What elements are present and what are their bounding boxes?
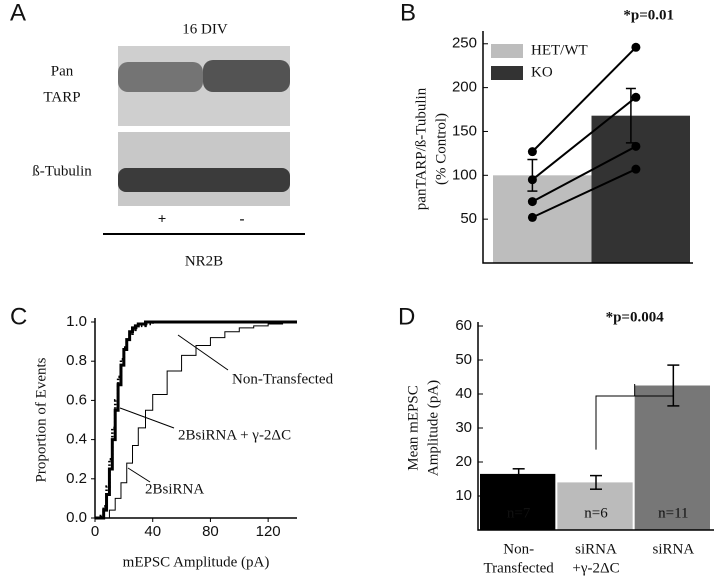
panel-letter: A — [10, 0, 26, 26]
y-axis-label: Proportion of Events — [33, 357, 49, 482]
cdf-line — [95, 320, 297, 520]
x-axis-label: NR2B — [185, 253, 223, 269]
n-label: n=7 — [507, 505, 531, 521]
series-label: Non-Transfected — [232, 371, 334, 387]
y-tick-label: 30 — [455, 419, 472, 436]
legend-label: KO — [531, 64, 553, 80]
legend-swatch — [491, 66, 523, 80]
data-point — [527, 212, 537, 222]
y-tick-label: 10 — [455, 487, 472, 504]
y-tick-label: 50 — [460, 210, 477, 227]
y-tick-label: 200 — [452, 79, 477, 96]
lane-label: + — [158, 211, 167, 227]
x-tick-label: Transfected — [484, 560, 555, 576]
annotation: *p=0.004 — [606, 309, 665, 325]
pair-line — [531, 46, 637, 153]
axis — [482, 31, 693, 264]
y-tick-label: 150 — [452, 122, 477, 139]
blot-image — [103, 46, 305, 235]
n-label: n=11 — [658, 505, 688, 521]
y-axis-label: Amplitude (pA) — [425, 380, 441, 476]
pair-line — [531, 168, 637, 219]
blot-title: 16 DIV — [182, 21, 228, 37]
bar — [634, 385, 710, 530]
annotation: *p=0.01 — [623, 7, 674, 23]
legend-swatch — [491, 44, 523, 58]
x-tick-label: siRNA — [575, 541, 617, 557]
y-tick-label: 60 — [455, 317, 472, 334]
data-point — [527, 197, 537, 207]
axis — [477, 322, 714, 531]
x-tick-label: 0 — [91, 523, 99, 540]
panel-letter: B — [400, 0, 416, 26]
lane-label: - — [240, 211, 245, 227]
x-tick-label: 40 — [144, 523, 161, 540]
y-tick-label: 50 — [455, 351, 472, 368]
x-tick-label: Non- — [503, 541, 534, 557]
row-label: ß-Tubulin — [32, 163, 92, 179]
data-point — [631, 141, 641, 151]
y-tick-label: 0.2 — [66, 470, 87, 487]
y-tick-label: 0.4 — [66, 431, 87, 448]
series-label: 2BsiRNA + γ-2ΔC — [178, 427, 291, 443]
y-tick-label: 250 — [452, 35, 477, 52]
label-leader — [127, 467, 151, 483]
y-axis-label: panTARP/ß-Tubulin — [413, 87, 429, 210]
data-point — [631, 42, 641, 52]
row-label: Pan — [51, 63, 74, 79]
label-leader — [177, 334, 229, 371]
y-axis-label: (% Control) — [433, 113, 449, 185]
bar — [557, 482, 633, 530]
y-tick-label: 0.0 — [66, 509, 87, 526]
x-axis-label: mEPSC Amplitude (pA) — [123, 554, 270, 570]
x-tick-label: 80 — [202, 523, 219, 540]
pair-line — [531, 96, 637, 181]
bar — [493, 175, 592, 263]
x-tick-label: 120 — [256, 523, 281, 540]
y-tick-label: 40 — [455, 385, 472, 402]
row-label: TARP — [43, 89, 80, 105]
significance-bracket — [595, 382, 674, 450]
n-label: n=6 — [584, 505, 608, 521]
series-label: 2BsiRNA — [145, 481, 204, 497]
data-point — [631, 92, 641, 102]
label-leader — [119, 407, 175, 429]
axis — [94, 318, 297, 519]
y-axis-label: Mean mEPSC — [405, 385, 421, 470]
y-tick-label: 20 — [455, 453, 472, 470]
data-point — [527, 175, 537, 185]
pair-line — [531, 145, 637, 203]
data-point — [631, 164, 641, 174]
y-tick-label: 0.8 — [66, 352, 87, 369]
bar — [591, 115, 690, 263]
y-tick-label: 100 — [452, 166, 477, 183]
panel-letter: D — [398, 303, 415, 330]
y-tick-label: 1.0 — [66, 313, 87, 330]
y-tick-label: 0.6 — [66, 391, 87, 408]
x-tick-label: siRNA — [652, 541, 694, 557]
legend-label: HET/WT — [531, 42, 588, 58]
bar — [480, 473, 556, 530]
cdf-line — [95, 321, 297, 519]
data-point — [527, 147, 537, 157]
panel-letter: C — [10, 303, 27, 330]
x-tick-label: +γ-2ΔC — [572, 560, 619, 576]
